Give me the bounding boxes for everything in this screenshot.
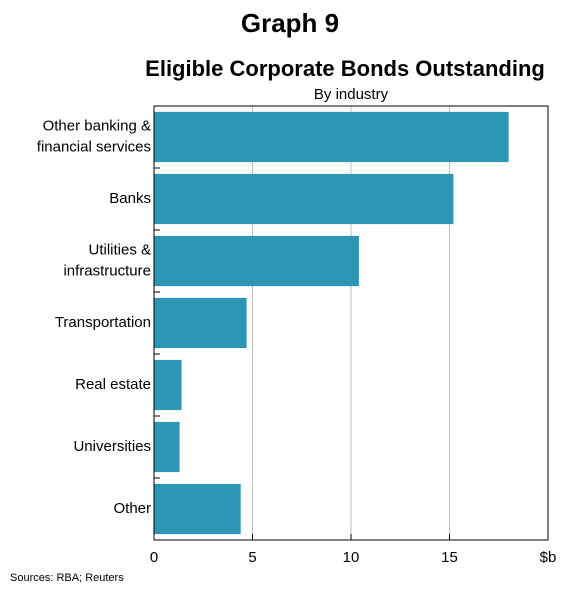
bar [154, 359, 182, 411]
tick-marks [153, 167, 549, 540]
chart-title: Eligible Corporate Bonds Outstanding [145, 56, 545, 81]
category-label: Real estate [75, 376, 151, 393]
category-label: Other banking & financial services [37, 117, 151, 155]
sources-note: Sources: RBA; Reuters [10, 572, 124, 584]
bar [154, 111, 509, 163]
grid-lines [252, 106, 450, 540]
bar [154, 421, 180, 473]
graph-number: Graph 9 [240, 8, 340, 38]
x-tick-label: $b [540, 549, 557, 566]
category-label: Other [113, 500, 151, 517]
bar [154, 297, 247, 349]
x-tick-label: 0 [150, 549, 158, 566]
x-tick-label: 5 [248, 549, 256, 566]
category-label: Banks [109, 190, 151, 207]
bar [154, 483, 241, 535]
category-labels: Other banking & financial services Banks Ut… [37, 117, 151, 517]
category-label: Transportation [55, 314, 151, 331]
bar [154, 173, 454, 225]
category-label: Universities [73, 438, 151, 455]
x-tick-label: 15 [441, 549, 458, 566]
bar [154, 235, 359, 287]
category-label: Utilities & infrastructure [63, 241, 151, 279]
bars [154, 111, 509, 535]
x-tick-label: 10 [343, 549, 360, 566]
x-axis-tick-labels: 0 5 10 15 $b [150, 549, 557, 566]
chart-subtitle: By industry [313, 86, 389, 103]
